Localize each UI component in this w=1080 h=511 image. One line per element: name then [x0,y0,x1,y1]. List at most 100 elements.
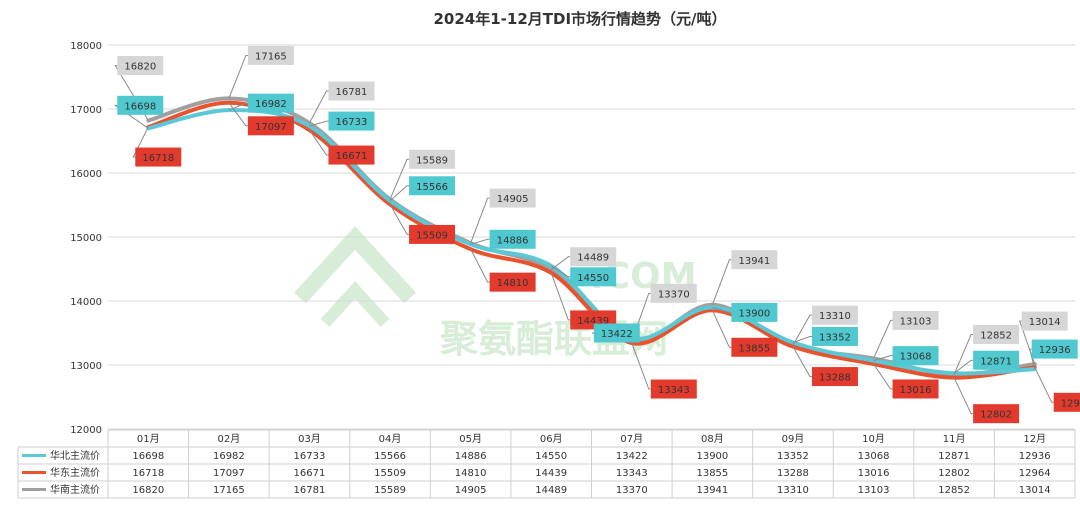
data-label-box [489,272,536,292]
table-cell: 14886 [455,451,487,462]
label-leader-line [389,204,410,235]
y-axis: 12000 13000 14000 15000 16000 17000 18000 [70,41,102,436]
x-tick-label: 05月 [459,433,482,445]
legend-label: 华东主流价 [50,466,100,479]
data-label: 13900 [738,308,770,319]
table-cell: 13422 [616,451,648,462]
data-label: 17097 [255,122,287,133]
data-label: 13352 [819,332,851,343]
table-cell: 14810 [455,468,487,479]
label-leader-line [132,126,149,158]
data-table: 01月 02月 03月 04月 05月 06月 07月 08月 09月 10月 11月 12月华北主流… [17,429,1076,499]
label-leader-line [389,158,410,200]
data-label: 14550 [577,273,609,284]
label-leader-line [873,363,893,390]
data-label-box [117,95,164,115]
table-cell: 17097 [213,468,245,479]
label-leader-line [792,335,812,343]
y-tick-label: 18000 [70,41,102,52]
data-label: 15509 [416,230,448,241]
data-label: 12936 [1039,345,1071,356]
table-cell: 13014 [1019,485,1051,496]
data-label-box [489,188,536,208]
label-leader-line [953,359,974,374]
label-leader-line [550,265,571,278]
table-cell: 13310 [777,485,809,496]
data-label-box [892,379,939,399]
label-leader-line [1029,348,1036,370]
data-label-box [1031,339,1078,359]
label-leader-line [712,306,732,313]
watermark-logo-icon [294,226,416,328]
data-label-box [247,93,294,113]
data-label: 13014 [1029,317,1061,328]
data-label: 16820 [124,62,156,73]
table-cell: 13103 [858,485,890,496]
data-label-box [117,56,164,76]
label-leader-line [711,259,732,305]
table-cell: 16982 [213,451,245,462]
table-cell: 16733 [294,451,326,462]
data-label-box [247,45,294,65]
data-label: 14439 [577,316,609,327]
label-leader-line [470,238,490,245]
data-labels: 16820 16698 16718 17165 16982 17097 16781 16733… [113,45,1080,424]
data-label-box [892,346,939,366]
data-label-box [892,310,939,330]
x-tick-label: 08月 [701,433,724,445]
table-cell: 12802 [938,468,970,479]
x-tick-label: 01月 [137,433,160,445]
chart-title: 2024年1-12月TDI市场行情趋势（元/吨） [433,10,726,28]
label-leader-line [389,185,410,202]
label-leader-line [228,102,248,127]
x-tick-label: 07月 [620,433,643,445]
x-tick-label: 11月 [943,433,966,445]
table-cell: 14905 [455,485,487,496]
label-leader-line [550,272,571,321]
table-cell: 15509 [374,468,406,479]
data-label-box [650,283,697,303]
data-label-box [973,324,1020,344]
label-leader-line [792,314,812,346]
data-label-box [973,350,1020,370]
label-leader-line [631,342,651,390]
label-leader-line [470,197,490,244]
table-cell: 13343 [616,468,648,479]
table-cell: 12964 [1019,468,1051,479]
x-tick-label: 10月 [862,433,885,445]
table-cell: 13941 [696,485,728,496]
data-label-box [731,250,778,270]
table-cell: 12852 [938,485,970,496]
table-cell: 16718 [132,468,164,479]
label-leader-line [309,120,329,127]
y-tick-label: 14000 [70,297,102,308]
label-leader-line [228,102,248,111]
data-label: 14886 [497,235,529,246]
table-cell: 13016 [858,468,890,479]
label-leader-line [873,355,893,362]
data-label: 13310 [819,311,851,322]
table-cell: 13068 [858,451,890,462]
legend-label: 华南主流价 [50,483,100,496]
data-label: 16733 [336,117,368,128]
data-label-box [731,337,778,357]
table-cell: 15566 [374,451,406,462]
data-label-box [811,326,858,346]
data-label-box [731,302,778,322]
table-cell: 12936 [1019,451,1051,462]
table-cell: 16781 [294,485,326,496]
data-label: 12964 [1061,398,1080,409]
data-label: 12871 [980,356,1012,367]
data-label: 13103 [900,316,932,327]
x-tick-label: 09月 [782,433,805,445]
data-label: 16982 [255,99,287,110]
data-label: 14489 [577,253,609,264]
data-label-box [811,305,858,325]
label-leader-line [873,319,893,359]
data-label: 17165 [255,51,287,62]
data-label-box [593,323,640,343]
x-tick-label: 12月 [1023,433,1046,445]
data-label: 13288 [819,373,851,384]
data-label-box [811,367,858,387]
